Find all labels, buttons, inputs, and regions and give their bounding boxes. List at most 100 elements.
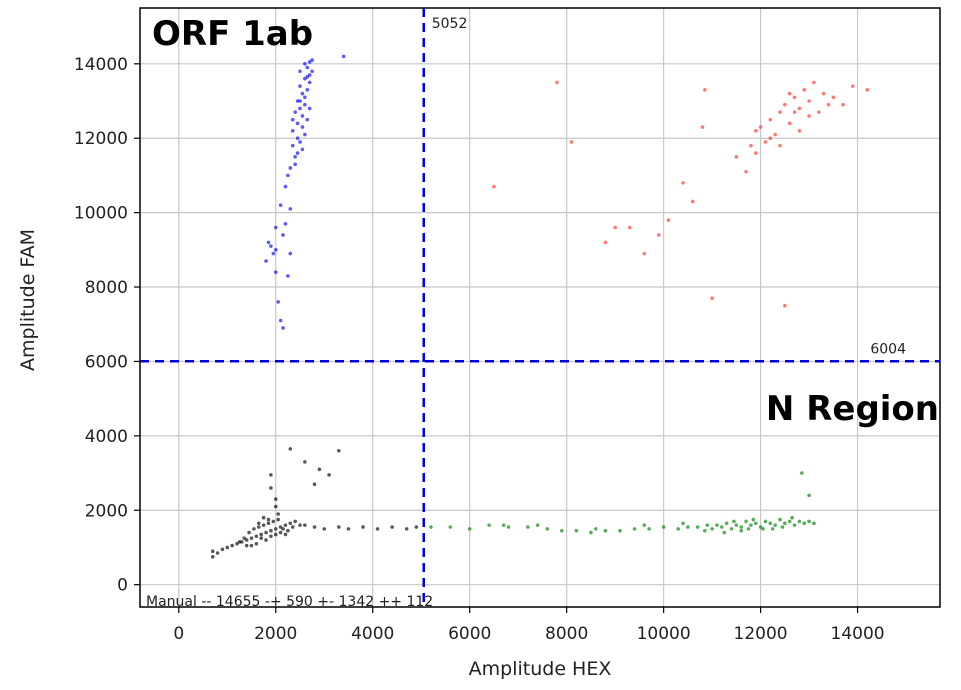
data-point — [768, 117, 773, 122]
data-point — [215, 551, 220, 555]
y-tick-label: 6000 — [85, 352, 128, 372]
data-point — [290, 117, 295, 122]
data-point — [560, 528, 564, 533]
data-point — [783, 102, 787, 107]
data-point — [295, 151, 300, 155]
data-point — [273, 225, 278, 230]
data-point — [278, 525, 283, 529]
data-point — [807, 99, 811, 103]
data-point — [734, 523, 739, 527]
data-point — [273, 270, 278, 274]
y-tick-label: 8000 — [85, 278, 128, 298]
data-point — [812, 521, 816, 526]
data-point — [259, 536, 264, 540]
data-point — [761, 527, 765, 531]
data-point — [792, 523, 797, 527]
data-point — [256, 521, 261, 526]
data-point — [281, 326, 285, 330]
data-point — [305, 65, 310, 70]
data-point — [300, 91, 305, 96]
data-point — [252, 527, 256, 531]
data-point — [487, 523, 491, 527]
data-point — [269, 528, 273, 533]
data-point — [307, 80, 312, 85]
data-point — [293, 155, 297, 159]
x-tick-label: 4000 — [351, 624, 394, 644]
data-point — [278, 203, 283, 207]
data-point — [283, 523, 288, 527]
data-point — [298, 523, 302, 527]
data-point — [603, 528, 608, 533]
data-point — [720, 525, 724, 529]
data-point — [293, 110, 297, 114]
y-tick-label: 0 — [117, 576, 128, 596]
data-point — [787, 121, 792, 126]
data-point — [269, 244, 273, 248]
data-point — [249, 543, 254, 548]
data-point — [261, 523, 266, 527]
data-point — [288, 251, 293, 256]
data-point — [792, 95, 797, 100]
data-point — [327, 473, 331, 477]
data-point — [749, 143, 753, 148]
data-point — [288, 521, 293, 526]
data-point — [307, 73, 312, 77]
data-point — [739, 528, 744, 533]
data-point — [802, 88, 807, 92]
data-point — [322, 527, 327, 531]
data-point — [746, 527, 751, 531]
data-point — [305, 117, 310, 122]
data-point — [264, 530, 268, 535]
data-point — [220, 547, 225, 552]
data-point — [281, 527, 285, 531]
y-axis-ticks: 0 2000 4000 6000 8000 10000 12000 14000 — [74, 55, 140, 596]
data-point — [303, 95, 307, 100]
data-point — [753, 128, 758, 133]
data-point — [780, 525, 785, 529]
data-point — [298, 140, 302, 144]
data-point — [603, 240, 608, 245]
data-point — [535, 523, 540, 527]
data-point — [266, 517, 271, 522]
data-point — [288, 207, 293, 211]
data-point — [404, 527, 409, 531]
data-point — [303, 460, 307, 464]
data-point — [778, 517, 782, 522]
data-point — [661, 525, 666, 529]
data-point — [210, 554, 215, 559]
data-point — [307, 106, 312, 111]
x-tick-label: 6000 — [448, 624, 491, 644]
data-point — [797, 519, 802, 524]
data-point — [261, 515, 266, 520]
data-point — [249, 536, 254, 540]
data-point — [790, 515, 794, 520]
data-point — [807, 114, 811, 118]
data-point — [303, 76, 307, 81]
data-point — [526, 525, 530, 529]
data-point — [700, 125, 705, 129]
data-point — [724, 521, 729, 526]
data-point — [734, 155, 739, 159]
data-point — [303, 132, 307, 137]
y-tick-label: 4000 — [85, 427, 128, 447]
grid — [140, 8, 940, 607]
data-point — [831, 95, 836, 100]
data-point — [722, 530, 727, 535]
data-point — [710, 527, 714, 531]
data-point — [545, 527, 550, 531]
data-point — [303, 102, 307, 107]
data-point — [729, 527, 734, 531]
data-point — [290, 143, 295, 148]
data-point — [467, 527, 472, 531]
data-point — [802, 521, 807, 526]
data-point — [703, 88, 707, 92]
data-point — [865, 88, 870, 92]
data-point — [816, 110, 821, 114]
data-point — [826, 102, 831, 107]
data-point — [298, 84, 302, 88]
data-point — [310, 69, 314, 74]
data-point — [797, 106, 802, 111]
data-point — [305, 88, 310, 92]
data-point — [676, 527, 680, 531]
